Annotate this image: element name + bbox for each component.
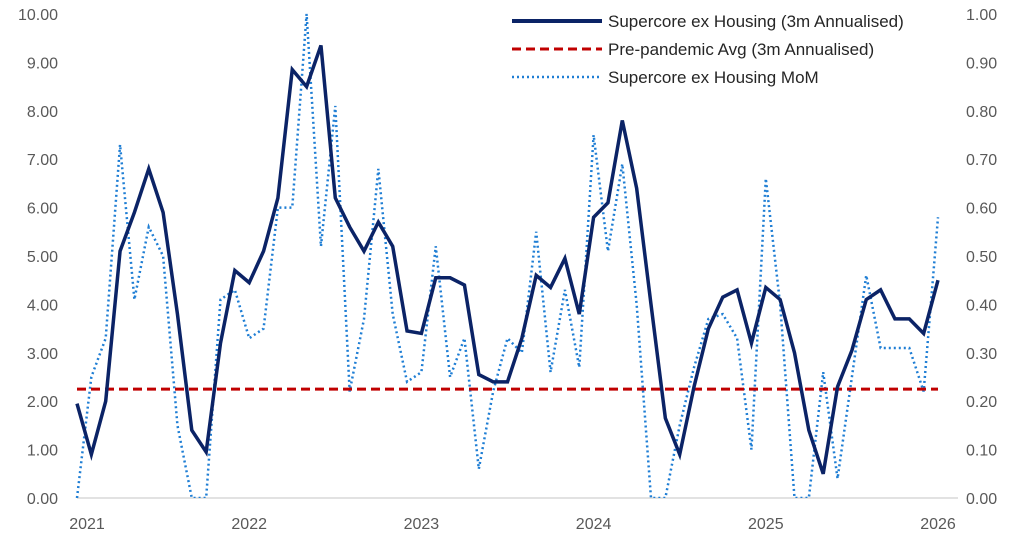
series-group	[75, 13, 940, 499]
y2-tick-label: 0.50	[966, 249, 997, 266]
legend-item-mom: Supercore ex Housing MoM	[512, 68, 819, 87]
y-tick-label: 8.00	[27, 104, 58, 121]
x-tick-label: 2022	[231, 516, 267, 533]
legend-item-supercore-3m: Supercore ex Housing (3m Annualised)	[512, 12, 904, 31]
series-line-supercore-3m	[75, 44, 940, 475]
legend-item-pre-pandemic: Pre-pandemic Avg (3m Annualised)	[512, 40, 874, 59]
y2-tick-label: 1.00	[966, 7, 997, 24]
legend-label: Pre-pandemic Avg (3m Annualised)	[608, 40, 874, 59]
y-tick-label: 1.00	[27, 443, 58, 460]
y2-tick-label: 0.30	[966, 346, 997, 363]
y-tick-label: 7.00	[27, 152, 58, 169]
y-tick-label: 9.00	[27, 55, 58, 72]
y-tick-label: 4.00	[27, 297, 58, 314]
y2-tick-label: 0.20	[966, 394, 997, 411]
y-tick-label: 5.00	[27, 249, 58, 266]
legend-label: Supercore ex Housing MoM	[608, 68, 819, 87]
x-tick-label: 2023	[404, 516, 440, 533]
right-axis-ticks: 0.00 0.10 0.20 0.30 0.40 0.50 0.60 0.70 0.80 0.90…	[966, 7, 997, 508]
y2-tick-label: 0.10	[966, 443, 997, 460]
y2-tick-label: 0.40	[966, 297, 997, 314]
legend-label: Supercore ex Housing (3m Annualised)	[608, 12, 904, 31]
x-tick-label: 2021	[69, 516, 105, 533]
x-axis-ticks: 2021 2022 2023 2024 2025 2026	[69, 516, 956, 533]
y2-tick-label: 0.70	[966, 152, 997, 169]
y-tick-label: 3.00	[27, 346, 58, 363]
left-axis-ticks: 0.00 1.00 2.00 3.00 4.00 5.00 6.00 7.00 8.00 9.00…	[18, 7, 58, 508]
y-tick-label: 10.00	[18, 7, 58, 24]
y-tick-label: 6.00	[27, 201, 58, 218]
x-tick-label: 2025	[748, 516, 784, 533]
legend: Supercore ex Housing (3m Annualised) Pre…	[512, 12, 904, 87]
y-tick-label: 0.00	[27, 491, 58, 508]
y2-tick-label: 0.00	[966, 491, 997, 508]
x-tick-label: 2026	[920, 516, 956, 533]
y2-tick-label: 0.90	[966, 55, 997, 72]
y2-tick-label: 0.80	[966, 104, 997, 121]
y-tick-label: 2.00	[27, 394, 58, 411]
x-tick-label: 2024	[576, 516, 612, 533]
y2-tick-label: 0.60	[966, 201, 997, 218]
